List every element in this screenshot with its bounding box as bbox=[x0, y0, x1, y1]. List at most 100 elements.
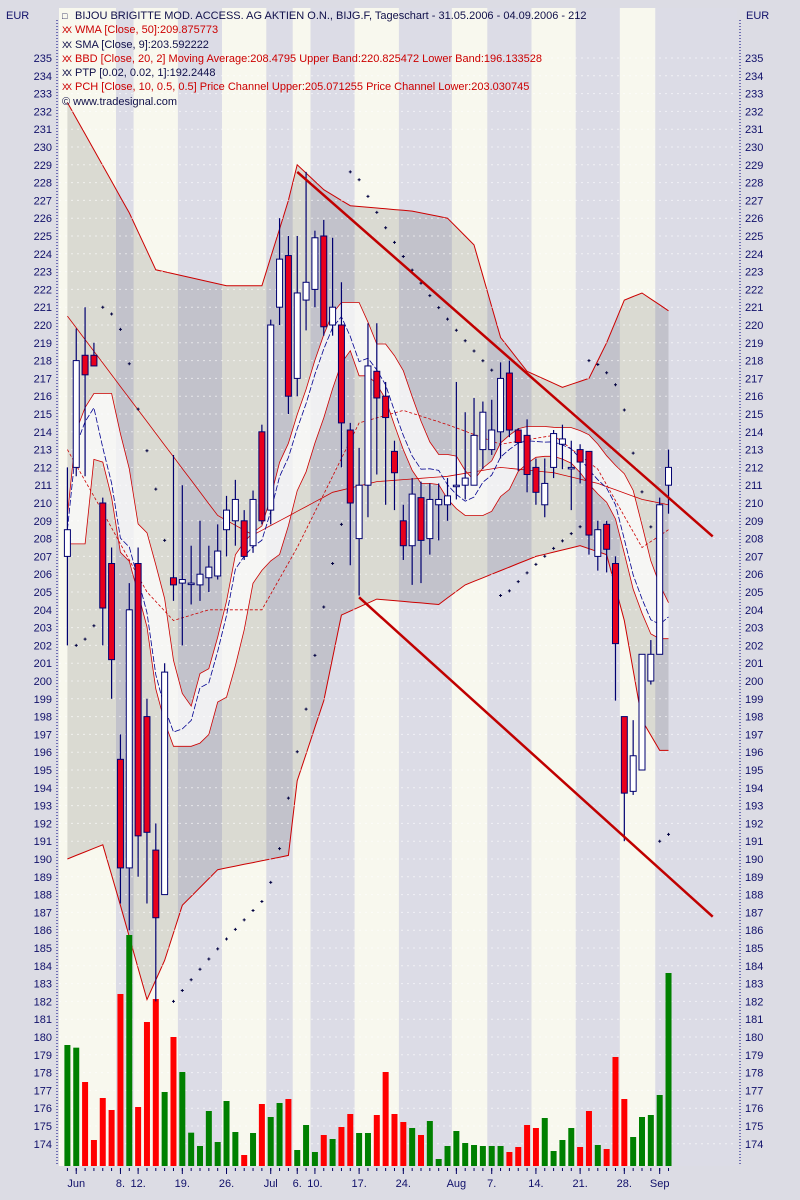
volume-bar bbox=[418, 1135, 424, 1166]
candle bbox=[249, 490, 257, 553]
volume-bar bbox=[665, 973, 672, 1166]
candle-body bbox=[444, 495, 452, 506]
y-tick-label-left: 199 bbox=[34, 694, 52, 706]
candle-body bbox=[576, 449, 584, 463]
x-tick-label: 10. bbox=[307, 1178, 322, 1190]
sar-dot bbox=[269, 880, 273, 884]
candle-body bbox=[541, 482, 549, 506]
candle-body bbox=[399, 520, 407, 547]
sar-dot bbox=[207, 957, 211, 961]
volume-bar bbox=[471, 1145, 478, 1166]
sar-dot bbox=[605, 371, 609, 375]
y-tick-label-left: 230 bbox=[34, 142, 52, 154]
volume-bar bbox=[497, 1146, 504, 1166]
candle-body bbox=[169, 577, 177, 586]
y-tick-label-left: 223 bbox=[34, 267, 52, 279]
y-tick-label-left: 179 bbox=[34, 1050, 52, 1062]
y-tick-label-right: 234 bbox=[745, 71, 763, 83]
y-tick-label-left: 184 bbox=[34, 961, 52, 973]
candle bbox=[187, 545, 195, 605]
y-tick-label-right: 223 bbox=[745, 267, 763, 279]
volume-bar bbox=[285, 1099, 292, 1166]
candle-body bbox=[523, 434, 531, 476]
candle bbox=[329, 237, 337, 336]
y-tick-label-left: 222 bbox=[34, 284, 52, 296]
y-tick-label-right: 191 bbox=[745, 836, 763, 848]
x-tick-label: 28. bbox=[617, 1178, 632, 1190]
y-tick-label-right: 181 bbox=[745, 1014, 763, 1026]
candle-body bbox=[638, 653, 646, 771]
y-tick-label-left: 189 bbox=[34, 872, 52, 884]
y-tick-label-left: 209 bbox=[34, 516, 52, 528]
candle bbox=[638, 653, 646, 771]
y-tick-label-right: 193 bbox=[745, 801, 763, 813]
candle-body bbox=[125, 609, 133, 869]
volume-bar bbox=[161, 1092, 168, 1166]
y-tick-label-left: 190 bbox=[34, 854, 52, 866]
candle bbox=[276, 218, 284, 325]
candle-body bbox=[99, 502, 107, 609]
candle-body bbox=[435, 498, 443, 506]
sar-dot bbox=[525, 571, 529, 575]
candle bbox=[435, 483, 443, 541]
y-tick-label-left: 231 bbox=[34, 124, 52, 136]
volume-bar bbox=[64, 1045, 71, 1166]
candle bbox=[620, 716, 628, 842]
y-tick-label-left: 194 bbox=[34, 783, 52, 795]
y-tick-label-left: 175 bbox=[34, 1121, 52, 1133]
candle-body bbox=[346, 429, 354, 504]
volume-bar bbox=[656, 1095, 663, 1166]
sar-dot bbox=[481, 359, 485, 363]
y-tick-label-right: 192 bbox=[745, 818, 763, 830]
x-tick-label: 6. bbox=[293, 1178, 302, 1190]
volume-bar bbox=[197, 1146, 203, 1166]
y-tick-label-left: 214 bbox=[34, 427, 52, 439]
y-tick-label-left: 191 bbox=[34, 836, 52, 848]
sar-dot bbox=[649, 525, 653, 529]
candle-body bbox=[364, 365, 372, 486]
y-tick-label-right: 221 bbox=[745, 302, 763, 314]
candle bbox=[479, 401, 487, 470]
volume-bar bbox=[232, 1132, 239, 1166]
y-tick-label-right: 227 bbox=[745, 195, 763, 207]
volume-bar bbox=[214, 1142, 221, 1166]
sar-dot bbox=[295, 750, 299, 754]
volume-bar bbox=[223, 1101, 230, 1166]
y-tick-label-left: 174 bbox=[34, 1139, 52, 1151]
candle-body bbox=[196, 573, 204, 586]
candle bbox=[665, 449, 673, 514]
volume-bar bbox=[391, 1114, 398, 1166]
y-tick-label-right: 229 bbox=[745, 160, 763, 172]
candle bbox=[382, 381, 390, 505]
y-tick-label-right: 215 bbox=[745, 409, 763, 421]
sar-dot bbox=[587, 359, 591, 363]
sar-dot bbox=[613, 383, 617, 387]
candle-body bbox=[187, 582, 195, 586]
candle bbox=[452, 381, 460, 500]
volume-bar bbox=[267, 1117, 274, 1166]
volume-bar bbox=[612, 1057, 619, 1166]
candle-body bbox=[532, 466, 540, 493]
y-tick-label-left: 201 bbox=[34, 658, 52, 670]
y-tick-label-left: 200 bbox=[34, 676, 52, 688]
week-stripe bbox=[531, 8, 576, 1166]
candle-body bbox=[558, 438, 566, 445]
volume-bar bbox=[453, 1131, 460, 1166]
candle-body bbox=[665, 466, 673, 486]
sar-dot bbox=[313, 653, 317, 657]
y-tick-label-right: 196 bbox=[745, 747, 763, 759]
x-tick-label: 14. bbox=[528, 1178, 543, 1190]
x-tick-label: Aug bbox=[447, 1178, 467, 1190]
grid-lines bbox=[59, 57, 737, 1145]
volume-bar bbox=[568, 1128, 575, 1166]
volume-bar bbox=[435, 1159, 442, 1166]
y-tick-label-left: 198 bbox=[34, 712, 52, 724]
candle bbox=[293, 236, 301, 397]
y-tick-label-left: 186 bbox=[34, 925, 52, 937]
sar-dot bbox=[640, 490, 644, 494]
legend-entry: XX SMA [Close, 9]:203.592222 bbox=[62, 38, 587, 52]
candle-body bbox=[603, 523, 611, 550]
sar-dot bbox=[286, 796, 290, 800]
sar-dot bbox=[339, 522, 343, 526]
sar-dot bbox=[304, 707, 308, 711]
